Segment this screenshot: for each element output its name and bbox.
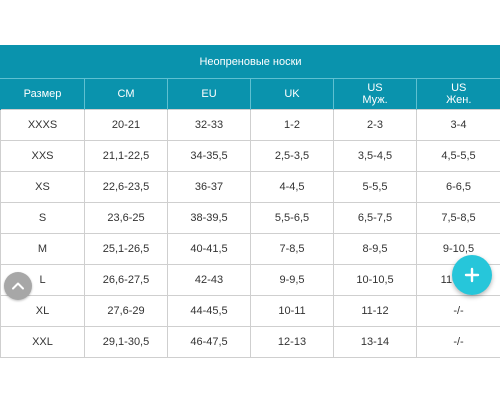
table-cell: XXL [0, 326, 85, 358]
table-header-row: Размер CM EU UK US Муж. US Жен. [0, 78, 500, 110]
table-cell: 5-5,5 [333, 171, 417, 203]
table-row: M 25,1-26,5 40-41,5 7-8,5 8-9,5 9-10,5 [0, 233, 500, 265]
table-cell: 7-8,5 [250, 233, 334, 265]
column-header: EU [167, 78, 251, 110]
table-cell: 10-11 [250, 295, 334, 327]
column-header: Размер [0, 78, 85, 110]
add-fab-button[interactable] [452, 255, 492, 295]
table-cell: 29,1-30,5 [84, 326, 168, 358]
table-cell: 6-6,5 [415, 171, 500, 203]
table-cell: 8-9,5 [333, 233, 417, 265]
table-cell: 23,6-25 [84, 202, 168, 234]
table-title-row: Неопреновые носки [0, 45, 500, 79]
table-row: XS 22,6-23,5 36-37 4-4,5 5-5,5 6-6,5 [0, 171, 500, 203]
table-cell: 25,1-26,5 [84, 233, 168, 265]
column-header: US Жен. [415, 78, 500, 110]
table-cell: 20-21 [84, 109, 168, 141]
table-cell: 46-47,5 [167, 326, 251, 358]
table-cell: 40-41,5 [167, 233, 251, 265]
scroll-top-button[interactable] [4, 272, 32, 300]
table-row: XL 27,6-29 44-45,5 10-11 11-12 -/- [0, 295, 500, 327]
table-cell: 7,5-8,5 [415, 202, 500, 234]
column-header: UK [250, 78, 334, 110]
table-cell: 22,6-23,5 [84, 171, 168, 203]
table-row: L26,6-27,542-439-9,510-10,511-11,5 [0, 264, 500, 296]
chevron-up-icon [12, 282, 24, 290]
table-cell: M [0, 233, 85, 265]
table-cell: 26,6-27,5 [84, 264, 168, 296]
table-body: XXXS 20-21 32-33 1-2 2-3 3-4 XXS 21,1-22,5 34-35… [0, 109, 500, 358]
column-header-label: CM [117, 88, 135, 100]
table-row: XXXS 20-21 32-33 1-2 2-3 3-4 [0, 109, 500, 141]
table-cell: 4,5-5,5 [415, 140, 500, 172]
table-cell: 2,5-3,5 [250, 140, 334, 172]
table-cell: 42-43 [167, 264, 251, 296]
table-row: XXL 29,1-30,5 46-47,5 12-13 13-14 -/- [0, 326, 500, 358]
table-cell: 3,5-4,5 [333, 140, 417, 172]
column-header-label: US [367, 82, 383, 94]
table-cell: XS [0, 171, 85, 203]
table-cell: 21,1-22,5 [84, 140, 168, 172]
table-title: Неопреновые носки [0, 45, 500, 79]
table-cell: S [0, 202, 85, 234]
column-header: CM [84, 78, 168, 110]
table-cell: XXXS [0, 109, 85, 141]
plus-icon [464, 267, 480, 283]
column-header-sublabel: Жен. [446, 94, 472, 106]
table-cell: 5,5-6,5 [250, 202, 334, 234]
table-cell: 9-9,5 [250, 264, 334, 296]
table-cell: 10-10,5 [333, 264, 417, 296]
table-cell: XXS [0, 140, 85, 172]
table-cell: -/- [415, 326, 500, 358]
table-cell: 11-12 [333, 295, 417, 327]
table-cell: 36-37 [167, 171, 251, 203]
table-cell: 44-45,5 [167, 295, 251, 327]
column-header-sublabel: Муж. [362, 94, 388, 106]
table-cell: 12-13 [250, 326, 334, 358]
table-cell: 3-4 [415, 109, 500, 141]
column-header-label: Размер [23, 88, 62, 100]
table-cell: 13-14 [333, 326, 417, 358]
table-cell: 4-4,5 [250, 171, 334, 203]
column-header-label: EU [201, 88, 217, 100]
table-cell: 2-3 [333, 109, 417, 141]
table-cell: 6,5-7,5 [333, 202, 417, 234]
column-header: US Муж. [333, 78, 417, 110]
table-cell: XL [0, 295, 85, 327]
column-header-label: US [451, 82, 467, 94]
size-chart: Неопреновые носки Размер CM EU UK US Муж. US Же… [0, 45, 500, 358]
column-header-label: UK [284, 88, 300, 100]
table-cell: 38-39,5 [167, 202, 251, 234]
table-row: S 23,6-25 38-39,5 5,5-6,5 6,5-7,5 7,5-8,5 [0, 202, 500, 234]
size-table: Неопреновые носки Размер CM EU UK US Муж. US Же… [0, 45, 500, 358]
table-cell: -/- [415, 295, 500, 327]
table-cell: 34-35,5 [167, 140, 251, 172]
table-row: XXS 21,1-22,5 34-35,5 2,5-3,5 3,5-4,5 4,5-5,5 [0, 140, 500, 172]
table-cell: 32-33 [167, 109, 251, 141]
table-cell: 1-2 [250, 109, 334, 141]
table-cell: 27,6-29 [84, 295, 168, 327]
